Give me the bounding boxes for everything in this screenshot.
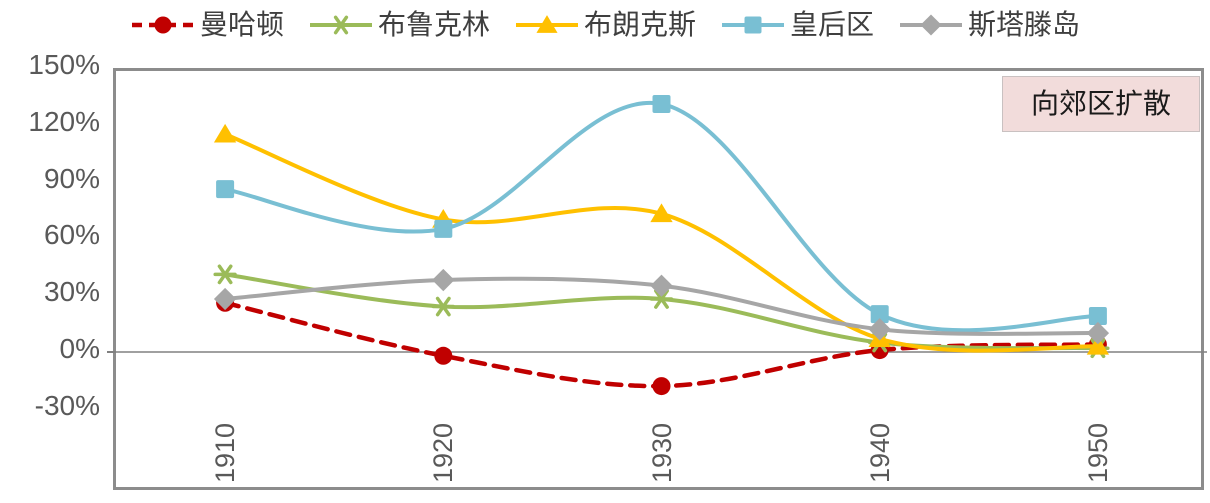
x-axis-label: 1920 xyxy=(428,422,459,484)
plot-area: 向郊区扩散 1910 1920 1930 1940 1950 xyxy=(107,68,1207,490)
y-tick-label: 60% xyxy=(43,219,100,251)
star-marker xyxy=(329,15,353,35)
annotation-text: 向郊区扩散 xyxy=(1030,88,1171,119)
series-line-0 xyxy=(222,300,1101,389)
y-tick-label: 0% xyxy=(59,333,100,364)
x-axis-label: 1930 xyxy=(646,422,677,484)
x-axis-label: 1940 xyxy=(864,422,895,484)
legend-item-2: 布朗克斯 xyxy=(514,10,696,40)
square-marker xyxy=(216,180,235,199)
triangle-marker xyxy=(536,15,558,33)
y-tick-label: -30% xyxy=(34,389,100,421)
x-axis-label: 1950 xyxy=(1082,422,1113,484)
triangle-marker xyxy=(213,123,237,143)
y-tick-label: 150% xyxy=(28,49,100,80)
legend-item-0: 曼哈顿 xyxy=(130,10,284,40)
diamond-marker xyxy=(650,274,673,297)
chart-legend: 曼哈顿 布鲁克林 布朗克斯 皇后区 斯塔滕岛 xyxy=(0,10,1210,40)
triangle-marker xyxy=(1086,335,1110,355)
legend-label: 布鲁克林 xyxy=(377,9,490,40)
legend-label: 皇后区 xyxy=(790,9,875,40)
star-marker xyxy=(649,289,674,309)
star-marker xyxy=(213,264,237,285)
legend-marker-star xyxy=(309,15,372,35)
square-marker xyxy=(1088,307,1107,326)
diamond-marker xyxy=(920,14,942,36)
y-tick-label: 30% xyxy=(43,276,100,308)
square-marker xyxy=(652,94,671,113)
legend-marker-diamond xyxy=(900,14,963,36)
diamond-marker xyxy=(213,287,237,311)
annotation-box: 向郊区扩散 xyxy=(1002,76,1200,132)
series-canvas xyxy=(107,94,1207,396)
series-line-2 xyxy=(223,132,1100,353)
diamond-marker xyxy=(868,318,891,341)
square-marker xyxy=(434,219,453,238)
legend-item-1: 布鲁克林 xyxy=(308,10,490,40)
legend-marker-square xyxy=(722,16,784,34)
triangle-marker xyxy=(650,203,673,223)
diamond-marker xyxy=(432,268,455,292)
y-axis: 150% 120% 90% 60% 30% 0% -30% xyxy=(0,0,100,503)
x-axis-label: 1910 xyxy=(210,422,241,484)
legend-label: 布朗克斯 xyxy=(583,9,696,40)
legend-label: 曼哈顿 xyxy=(199,9,284,40)
star-marker xyxy=(431,296,455,317)
square-marker xyxy=(744,16,762,34)
y-tick-label: 120% xyxy=(28,105,100,137)
legend-item-3: 皇后区 xyxy=(720,10,874,40)
legend-label: 斯塔滕岛 xyxy=(968,9,1081,40)
legend-marker-triangle xyxy=(515,15,578,33)
circle-marker xyxy=(154,16,172,34)
legend-marker-circle xyxy=(131,16,194,34)
square-marker xyxy=(870,305,889,324)
circle-marker xyxy=(652,377,671,396)
legend-item-4: 斯塔滕岛 xyxy=(898,10,1080,40)
y-tick-label: 90% xyxy=(43,162,100,194)
circle-marker xyxy=(434,346,453,365)
diamond-marker xyxy=(1086,321,1110,345)
